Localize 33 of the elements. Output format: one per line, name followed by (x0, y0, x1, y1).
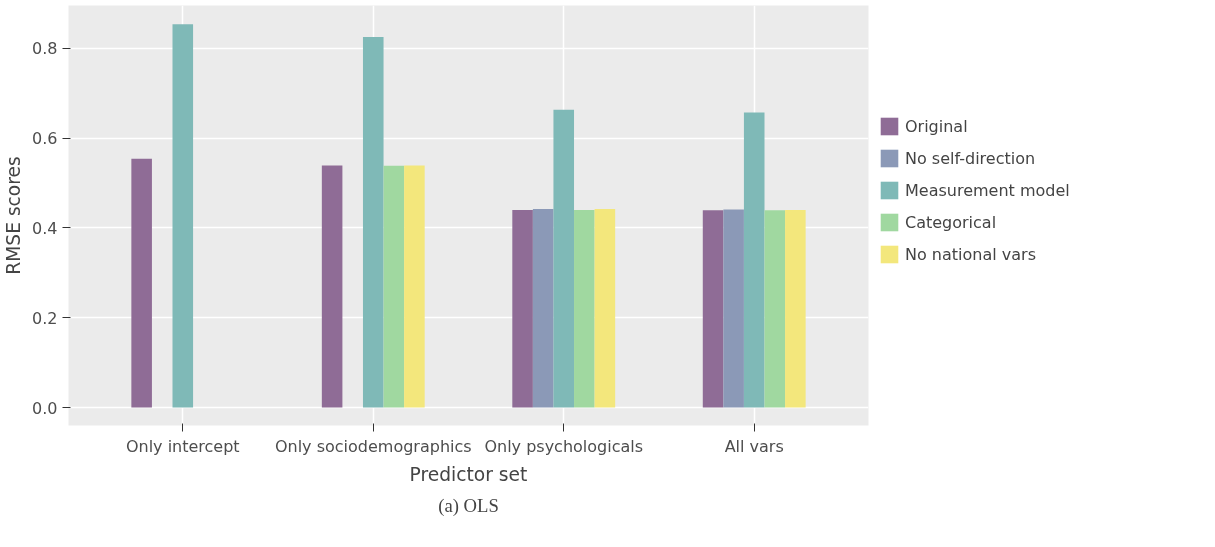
bar (723, 209, 744, 408)
bar (172, 24, 194, 408)
y-tick-label: 0.2 (32, 308, 58, 328)
text: (a) OLS (438, 494, 499, 517)
bar (404, 165, 425, 408)
bar (553, 109, 575, 408)
bar (321, 165, 343, 408)
bar (383, 165, 405, 408)
bar (362, 36, 384, 408)
y-tick-label: 0.6 (32, 129, 58, 149)
y-tick-label: 0.8 (32, 39, 58, 59)
legend-label: Measurement model (905, 180, 1070, 200)
bar (702, 210, 724, 408)
bar (764, 210, 786, 408)
legend-label: Original (905, 116, 968, 136)
x-tick-label: All vars (724, 436, 784, 456)
x-tick-label: Only sociodemographics (274, 436, 472, 456)
x-axis-title: Predictor set (409, 463, 528, 485)
legend-label: Categorical (905, 212, 997, 232)
bar (512, 209, 533, 408)
bar (574, 209, 595, 408)
bar (785, 209, 806, 408)
x-tick-label: Only intercept (125, 436, 240, 456)
bar (131, 158, 152, 408)
bar (594, 208, 616, 408)
bar (743, 112, 765, 408)
y-tick-label: 0.0 (32, 398, 58, 418)
x-tick-label: Only psychologicals (484, 436, 644, 456)
bar (532, 208, 554, 408)
legend-label: No self-direction (905, 148, 1036, 168)
y-tick-label: 0.4 (32, 218, 58, 238)
legend-label: No national vars (905, 244, 1036, 264)
y-axis-title: RMSE scores (3, 156, 25, 275)
